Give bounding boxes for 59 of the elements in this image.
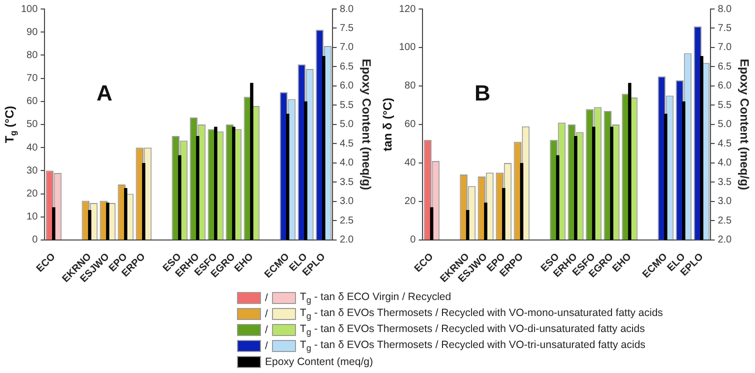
- legend-label: T$_{g}$ - tan δ EVOs Thermosets / Recycled with VO-mono-unsaturated fatty acids: [300, 306, 663, 322]
- y2-tick-label: 2.0: [340, 234, 354, 246]
- y2-axis-title: Epoxy Content (meq/g): [737, 58, 752, 190]
- y2-tick-label: 4.5: [340, 138, 354, 150]
- y-axis-title: tan δ (°C): [380, 98, 394, 152]
- y2-tick-label: 7.0: [340, 42, 354, 54]
- y2-tick-label: 3.0: [340, 196, 354, 208]
- y2-tick-label: 4.5: [718, 138, 732, 150]
- legend-label: T$_{g}$ - tan δ EVOs Thermosets / Recycled with VO-di-unsaturated fatty acids: [300, 322, 645, 338]
- y2-tick-label: 7.5: [340, 23, 354, 34]
- y2-tick-label: 4.0: [718, 158, 732, 169]
- legend-label: /: [265, 324, 268, 336]
- y2-tick-label: 2.0: [718, 234, 732, 246]
- y-tick-label: 120: [398, 4, 416, 15]
- y-tick-label: 30: [26, 165, 38, 176]
- y2-tick-label: 6.0: [718, 80, 732, 92]
- y-tick-label: 0: [32, 234, 38, 246]
- y2-tick-label: 7.0: [718, 42, 732, 54]
- legend-label: /: [265, 308, 268, 320]
- y2-axis-title: Epoxy Content (meq/g): [359, 58, 374, 190]
- y2-tick-label: 7.5: [718, 23, 732, 34]
- y-tick-label: 20: [26, 188, 38, 200]
- annotation: A: [96, 80, 113, 106]
- y2-tick-label: 3.5: [718, 176, 732, 188]
- y2-tick-label: 5.5: [340, 100, 354, 111]
- y-tick-label: 20: [404, 196, 416, 208]
- legend-label: /: [265, 292, 268, 304]
- y-tick-label: 0: [410, 234, 416, 246]
- y2-tick-label: 5.0: [340, 119, 354, 130]
- y-tick-label: 50: [26, 119, 38, 130]
- y2-tick-label: 5.5: [718, 100, 732, 111]
- y2-tick-label: 6.5: [340, 61, 354, 72]
- y-tick-label: 40: [26, 142, 38, 154]
- y2-tick-label: 2.5: [340, 215, 354, 226]
- y-tick-label: 100: [20, 4, 38, 15]
- y-tick-label: 60: [26, 96, 38, 108]
- legend-label: T$_{g}$ - tan δ EVOs Thermosets / Recycled with VO-tri-unsaturated fatty acids: [300, 338, 646, 354]
- y-tick-label: 80: [404, 80, 416, 92]
- legend-label: Epoxy Content (meq/g): [265, 356, 373, 368]
- y-tick-label: 90: [26, 26, 38, 38]
- annotation: B: [474, 80, 490, 106]
- y2-tick-label: 3.0: [718, 196, 732, 208]
- y-tick-label: 60: [404, 119, 416, 130]
- y-tick-label: 40: [404, 158, 416, 169]
- y2-tick-label: 8.0: [718, 4, 732, 15]
- y2-tick-label: 6.5: [718, 61, 732, 72]
- y-tick-label: 70: [26, 73, 38, 84]
- y2-tick-label: 3.5: [340, 176, 354, 188]
- legend-label: T$_{g}$ - tan δ ECO Virgin / Recycled: [300, 290, 452, 306]
- y-tick-label: 80: [26, 50, 38, 61]
- y2-tick-label: 5.0: [718, 119, 732, 130]
- legend-label: /: [265, 340, 268, 352]
- y2-tick-label: 6.0: [340, 80, 354, 92]
- y-tick-label: 10: [26, 212, 38, 223]
- y2-tick-label: 2.5: [718, 215, 732, 226]
- y-axis-title: Tg (°C): [2, 106, 18, 144]
- y2-tick-label: 8.0: [340, 4, 354, 15]
- y-tick-label: 100: [398, 42, 416, 54]
- y2-tick-label: 4.0: [340, 158, 354, 169]
